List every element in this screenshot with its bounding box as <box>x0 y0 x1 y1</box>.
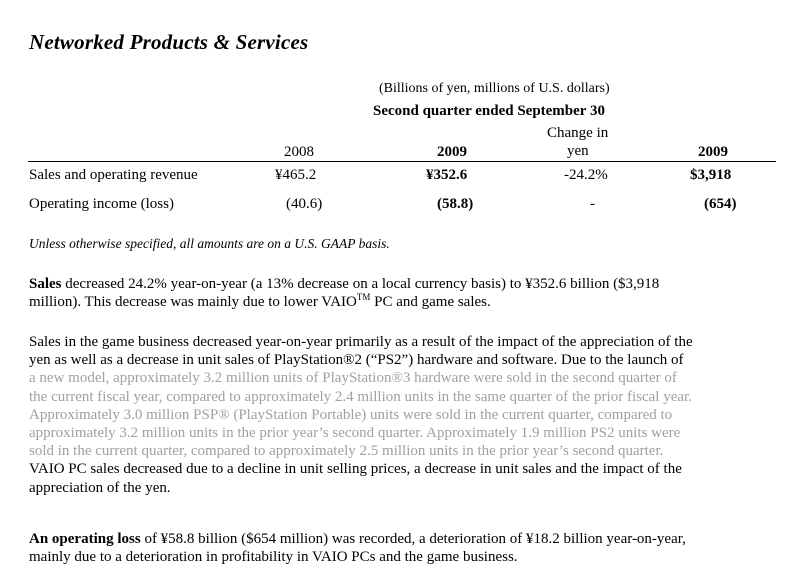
column-header-2009-usd: 2009 <box>698 144 728 160</box>
text-span: PC and game sales. <box>370 294 491 311</box>
paragraph-line: mainly due to a deterioration in profita… <box>29 549 518 566</box>
bold-lead-operating-loss: An operating loss <box>29 531 141 547</box>
column-header-2009: 2009 <box>437 144 467 160</box>
table-header-rule <box>28 161 776 162</box>
gaap-note: Unless otherwise specified, all amounts … <box>29 236 390 251</box>
paragraph-operating-loss: An operating loss of ¥58.8 billion ($654… <box>29 530 789 566</box>
trademark-sup: TM <box>356 292 371 303</box>
paragraph-line-faded: sold in the current quarter, compared to… <box>29 443 664 460</box>
row-label-sales: Sales and operating revenue <box>29 167 198 183</box>
cell-sales-usd: $3,918 <box>690 167 732 183</box>
cell-sales-change: -24.2% <box>564 167 608 183</box>
cell-oi-2008: (40.6) <box>286 196 323 212</box>
cell-oi-usd: (654) <box>704 196 737 212</box>
row-label-operating-income: Operating income (loss) <box>29 196 174 212</box>
text-span: of ¥58.8 billion ($654 million) was reco… <box>140 531 686 547</box>
paragraph-game-business: Sales in the game business decreased yea… <box>29 333 789 497</box>
table-period-heading: Second quarter ended September 30 <box>373 103 605 119</box>
paragraph-line: Sales in the game business decreased yea… <box>29 334 693 350</box>
table-units-note: (Billions of yen, millions of U.S. dolla… <box>379 81 610 96</box>
cell-sales-2008: ¥465.2 <box>275 167 317 183</box>
bold-lead-sales: Sales <box>29 276 62 292</box>
cell-sales-2009: ¥352.6 <box>426 167 468 183</box>
paragraph-sales: Sales decreased 24.2% year-on-year (a 13… <box>29 275 789 311</box>
section-title: Networked Products & Services <box>29 30 309 54</box>
paragraph-line-faded: the current fiscal year, compared to app… <box>29 388 692 405</box>
paragraph-line: appreciation of the yen. <box>29 479 171 496</box>
paragraph-line-faded: a new model, approximately 3.2 million u… <box>29 370 677 387</box>
column-header-change-line2: yen <box>567 143 589 159</box>
paragraph-line: An operating loss of ¥58.8 billion ($654… <box>29 530 789 548</box>
text-span: decreased 24.2% year-on-year (a 13% decr… <box>61 276 660 292</box>
paragraph-line: yen as well as a decrease in unit sales … <box>29 352 684 369</box>
text-span: million). This decrease was mainly due t… <box>29 294 357 311</box>
paragraph-line-faded: approximately 3.2 million units in the p… <box>29 425 681 442</box>
cell-oi-2009: (58.8) <box>437 196 474 212</box>
paragraph-line: VAIO PC sales decreased due to a decline… <box>29 461 682 478</box>
column-header-change-line1: Change in <box>547 125 609 141</box>
paragraph-line-faded: Approximately 3.0 million PSP® (PlayStat… <box>29 406 673 423</box>
cell-oi-change: - <box>590 196 595 212</box>
paragraph-line: Sales decreased 24.2% year-on-year (a 13… <box>29 275 789 293</box>
column-header-2008: 2008 <box>284 144 314 160</box>
paragraph-line: million). This decrease was mainly due t… <box>29 293 789 311</box>
